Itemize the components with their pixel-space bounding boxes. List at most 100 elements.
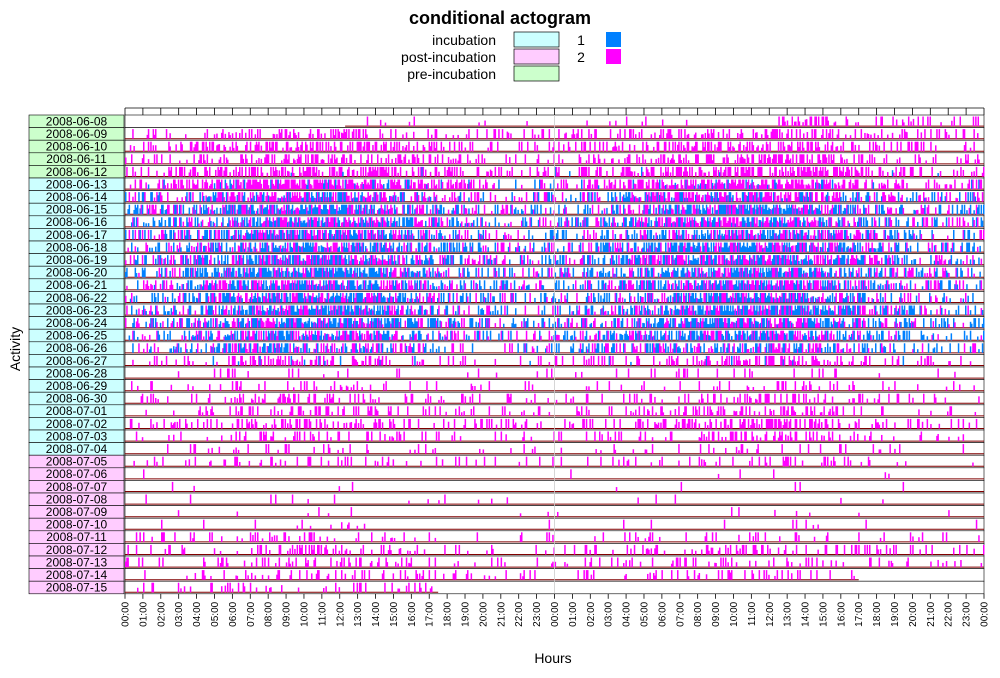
activity-bar — [653, 204, 655, 215]
activity-bar — [837, 197, 840, 202]
activity-bar — [843, 229, 846, 240]
activity-bar — [374, 166, 377, 177]
activity-bar — [223, 170, 225, 177]
activity-bar — [227, 223, 229, 227]
activity-bar — [871, 242, 873, 253]
activity-bar — [750, 267, 752, 278]
activity-bar — [533, 267, 535, 278]
activity-bar — [854, 166, 857, 177]
activity-bar — [267, 195, 270, 202]
activity-bar — [671, 242, 673, 253]
activity-bar — [740, 229, 743, 240]
activity-bar — [794, 260, 797, 265]
activity-bar — [780, 233, 782, 240]
activity-bar — [511, 192, 513, 202]
activity-bar — [806, 154, 809, 164]
activity-bar — [330, 158, 332, 164]
activity-bar — [807, 141, 810, 152]
activity-bar — [705, 221, 708, 227]
activity-bar — [450, 171, 452, 177]
activity-bar — [785, 192, 787, 202]
activity-bar — [596, 166, 599, 177]
activity-bar — [931, 242, 933, 253]
activity-bar — [194, 217, 197, 227]
activity-bar — [415, 207, 417, 215]
activity-bar — [545, 217, 547, 227]
activity-bar — [224, 146, 227, 152]
activity-bar — [231, 267, 234, 278]
activity-bar — [842, 141, 845, 152]
activity-bar — [351, 141, 354, 152]
activity-bar — [679, 217, 681, 227]
activity-bar — [173, 255, 175, 265]
activity-bar — [860, 154, 863, 164]
activity-bar — [624, 185, 626, 190]
activity-bar — [275, 255, 277, 265]
activity-bar — [474, 210, 476, 215]
activity-bar — [482, 184, 485, 190]
activity-bar — [459, 273, 462, 278]
activity-bar — [377, 242, 379, 253]
activity-bar — [273, 220, 276, 227]
activity-bar — [306, 229, 308, 240]
activity-bar — [901, 194, 903, 202]
activity-bar — [461, 235, 463, 240]
activity-bar — [251, 271, 253, 278]
activity-bar — [753, 235, 756, 240]
activity-bar — [822, 129, 824, 139]
activity-bar — [342, 270, 344, 278]
activity-bar — [858, 192, 860, 202]
activity-bar — [603, 217, 606, 227]
activity-bar — [261, 172, 264, 177]
activity-bar — [714, 270, 716, 278]
activity-bar — [210, 196, 212, 202]
activity-bar — [245, 242, 247, 253]
activity-bar — [833, 192, 835, 202]
activity-bar — [417, 179, 420, 190]
activity-bar — [834, 273, 836, 278]
activity-bar — [530, 217, 533, 227]
activity-bar — [667, 166, 669, 177]
activity-bar — [938, 255, 941, 265]
activity-bar — [129, 255, 132, 265]
activity-bar — [393, 267, 396, 278]
activity-bar — [398, 255, 401, 265]
activity-bar — [702, 271, 704, 278]
activity-bar — [735, 229, 738, 240]
activity-bar — [417, 195, 420, 202]
activity-bar — [128, 192, 131, 202]
activity-bar — [320, 245, 323, 253]
activity-bar — [860, 196, 863, 202]
activity-bar — [488, 233, 491, 240]
activity-bar — [693, 217, 696, 227]
activity-bar — [341, 204, 343, 215]
activity-bar — [800, 166, 803, 177]
activity-bar — [401, 192, 403, 202]
activity-bar — [891, 132, 894, 139]
activity-bar — [806, 272, 809, 278]
activity-bar — [801, 170, 804, 177]
activity-bar — [582, 166, 584, 177]
activity-bar — [901, 257, 903, 265]
activity-bar — [435, 166, 438, 177]
activity-bar — [284, 255, 287, 265]
activity-bar — [563, 273, 565, 278]
activity-bar — [264, 157, 266, 164]
activity-bar — [576, 133, 578, 139]
activity-bar — [953, 116, 956, 127]
activity-bar — [201, 255, 204, 265]
activity-bar — [385, 242, 387, 253]
activity-bar — [619, 204, 621, 215]
activity-bar — [239, 255, 241, 265]
activity-bar — [129, 145, 132, 152]
activity-bar — [846, 119, 849, 127]
activity-bar — [630, 129, 632, 139]
activity-bar — [133, 146, 135, 152]
activity-bar — [319, 229, 321, 240]
activity-bar — [344, 255, 347, 265]
activity-bar — [828, 272, 830, 278]
activity-bar — [419, 242, 421, 253]
activity-bar — [206, 272, 209, 278]
activity-bar — [798, 179, 800, 190]
activity-bar — [839, 220, 841, 227]
